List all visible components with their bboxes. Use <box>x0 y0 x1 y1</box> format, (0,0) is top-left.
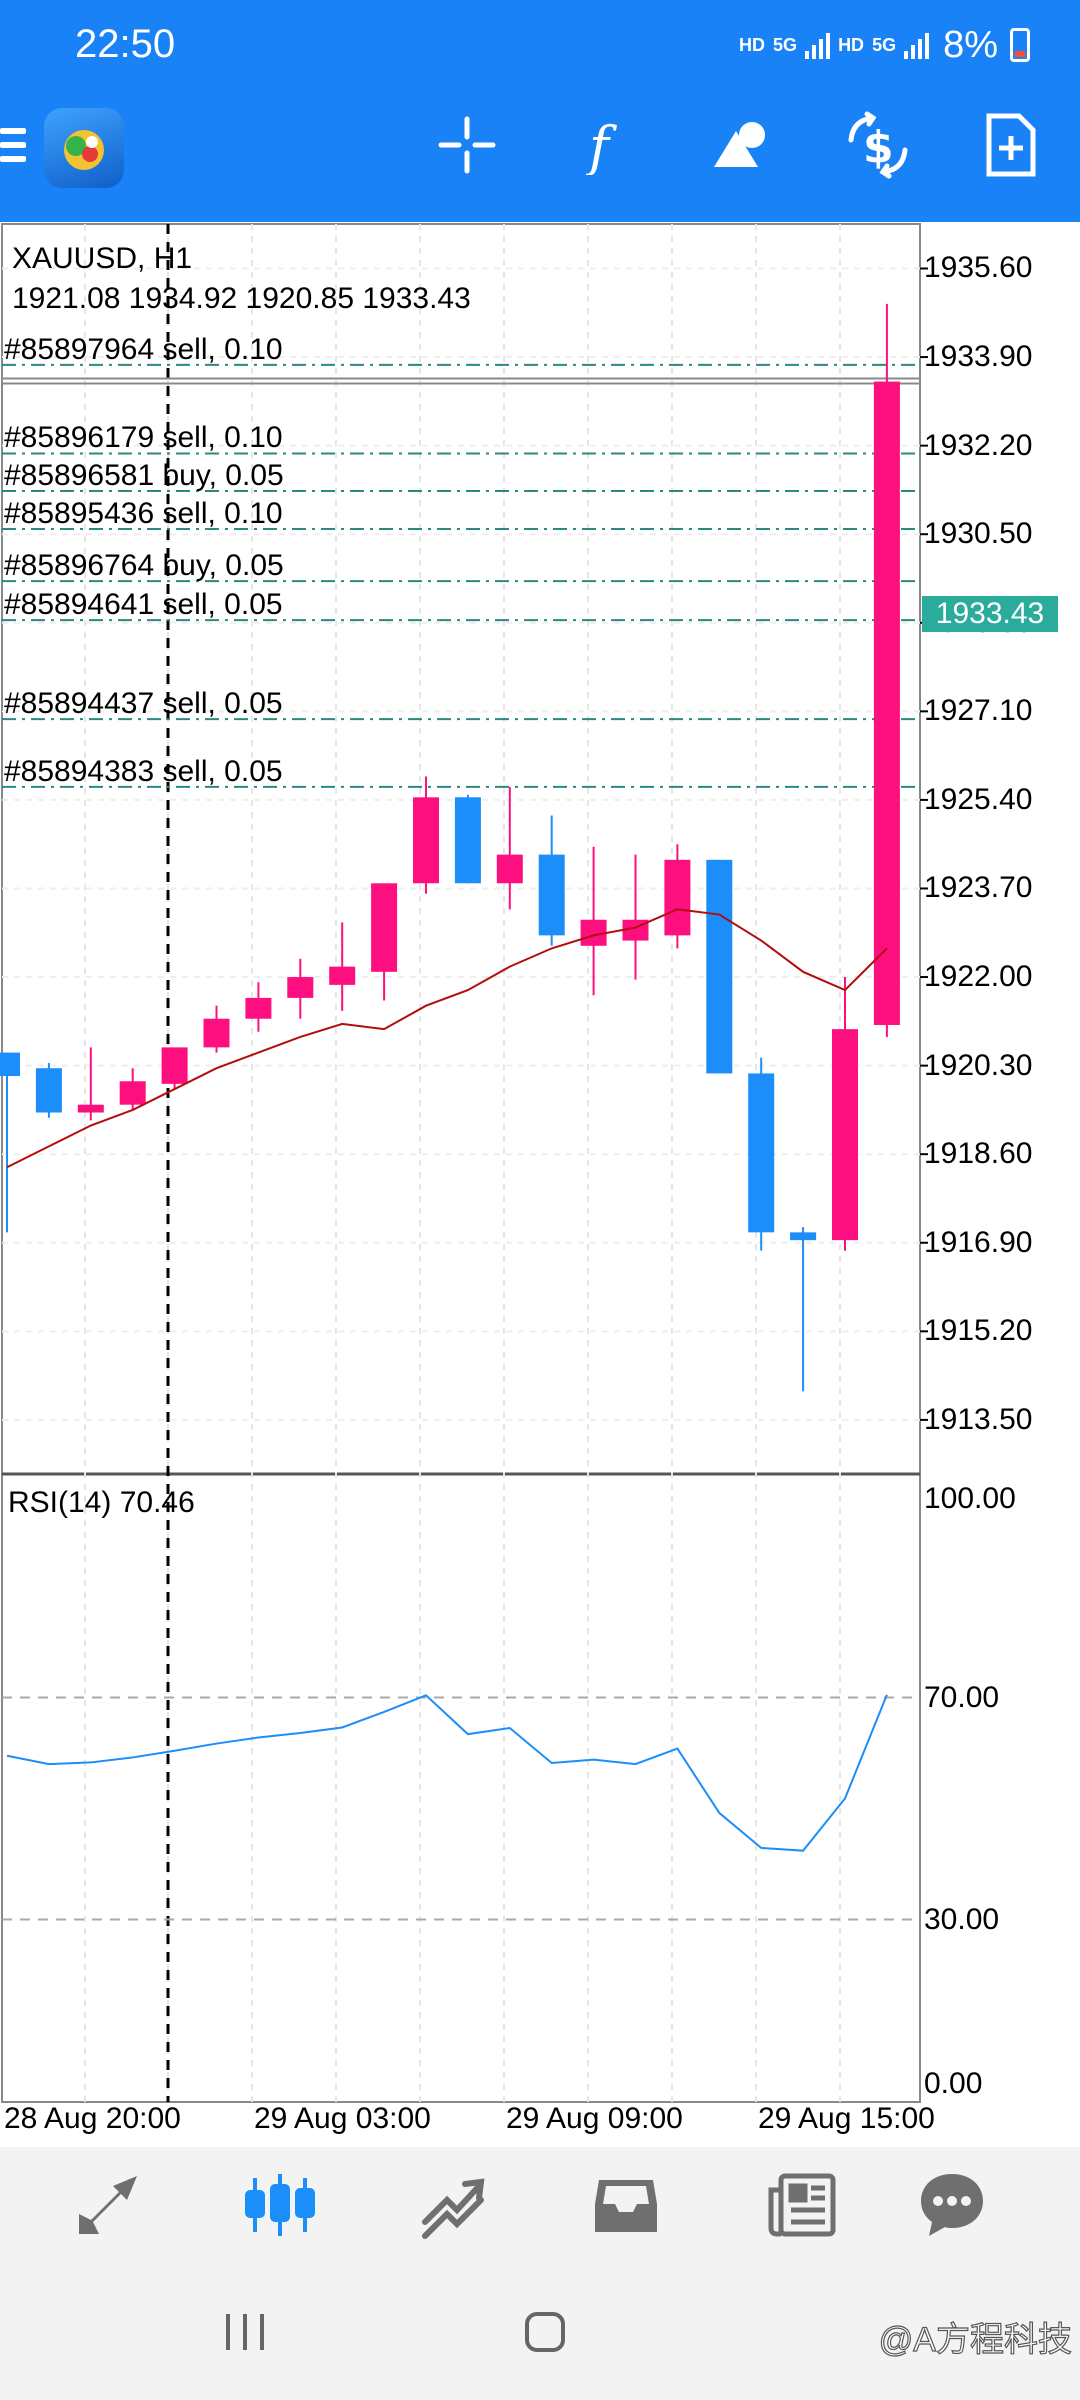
trade-nav-icon[interactable] <box>414 2165 494 2245</box>
menu-icon[interactable] <box>0 128 26 168</box>
chart-ohlc: 1921.08 1934.92 1920.85 1933.43 <box>12 282 471 315</box>
price-axis-label: 1932.20 <box>924 428 1033 462</box>
candle-body <box>538 854 565 936</box>
price-axis-label: 1933.90 <box>924 340 1033 374</box>
signal-icon <box>904 31 930 59</box>
time-axis-label: 29 Aug 09:00 <box>506 2102 683 2135</box>
chart-symbol: XAUUSD, H1 <box>12 242 193 275</box>
app-logo[interactable] <box>44 108 124 188</box>
price-axis-label: 1927.10 <box>924 694 1033 728</box>
news-icon[interactable] <box>762 2165 842 2245</box>
candle-body <box>119 1081 146 1105</box>
price-axis-label: 1915.20 <box>924 1314 1033 1348</box>
history-icon[interactable] <box>586 2165 666 2245</box>
candle-body <box>706 859 733 1074</box>
price-axis-label: 1913.50 <box>924 1402 1033 1436</box>
objects-icon[interactable] <box>695 100 785 190</box>
status-indicators: HD 5G HD 5G 8% <box>739 20 1030 70</box>
network-type-1: HD <box>739 34 766 55</box>
order-label[interactable]: #85897964 sell, 0.10 <box>4 332 283 366</box>
recents-button[interactable] <box>220 2302 270 2362</box>
candle-body <box>0 1052 20 1077</box>
battery-percent: 8% <box>943 23 998 66</box>
rsi-axis-label: 70.00 <box>924 1680 1000 1714</box>
candle-body <box>413 797 439 884</box>
candle-body <box>832 1029 858 1241</box>
rsi-axis-label: 100.00 <box>924 1482 1016 1515</box>
price-axis-label: 1925.40 <box>924 782 1033 816</box>
price-axis-label: 1920.30 <box>924 1048 1033 1082</box>
status-time: 22:50 <box>75 22 176 66</box>
order-label[interactable]: #85895436 sell, 0.10 <box>4 496 283 530</box>
candle-body <box>873 381 900 1025</box>
chart-icon[interactable] <box>240 2165 320 2245</box>
price-axis-label: 1930.50 <box>924 517 1033 551</box>
candle-body <box>329 966 356 985</box>
rsi-axis-label: 30.00 <box>924 1902 1000 1936</box>
order-label[interactable]: #85896581 buy, 0.05 <box>4 458 284 492</box>
battery-icon <box>1010 28 1030 62</box>
new-order-icon[interactable] <box>966 100 1056 190</box>
rsi-label: RSI(14) 70.46 <box>8 1486 195 1519</box>
candle-body <box>496 854 523 884</box>
network-gen-2: 5G <box>872 34 897 55</box>
network-gen-1: 5G <box>773 34 798 55</box>
svg-text:f: f <box>585 115 617 175</box>
candle-body <box>790 1232 817 1241</box>
price-axis-label: 1922.00 <box>924 960 1033 994</box>
trade-icon[interactable]: $ <box>833 100 923 190</box>
chat-icon[interactable] <box>912 2165 992 2245</box>
crosshair-icon[interactable] <box>422 100 512 190</box>
signal-icon <box>805 31 831 59</box>
home-button[interactable] <box>520 2302 570 2362</box>
system-nav: @A方程科技 <box>0 2264 1080 2400</box>
function-icon[interactable]: f <box>560 100 650 190</box>
price-axis-label: 1923.70 <box>924 871 1033 905</box>
price-axis-label: 1935.60 <box>924 251 1033 285</box>
candle-body <box>161 1047 188 1084</box>
order-label[interactable]: #85894437 sell, 0.05 <box>4 687 283 721</box>
price-chart[interactable] <box>0 222 1080 2147</box>
chart-area[interactable]: XAUUSD, H1 1921.08 1934.92 1920.85 1933.… <box>0 222 1080 2147</box>
watermark-text: @A方程科技 <box>878 2320 1072 2359</box>
candle-body <box>35 1068 62 1113</box>
time-axis-label: 29 Aug 15:00 <box>758 2102 935 2135</box>
moving-average-line <box>6 908 888 1169</box>
candle-body <box>77 1104 104 1113</box>
order-label[interactable]: #85894641 sell, 0.05 <box>4 588 283 622</box>
candle-body <box>664 859 691 936</box>
price-axis-label: 1918.60 <box>924 1137 1033 1171</box>
rsi-axis-label: 0.00 <box>924 2067 983 2100</box>
network-type-2: HD <box>838 34 865 55</box>
candle-body <box>203 1018 230 1048</box>
candle-body <box>245 997 272 1019</box>
order-label[interactable]: #85896179 sell, 0.10 <box>4 421 283 455</box>
rsi-line <box>6 1694 888 1852</box>
candle-body <box>371 883 398 972</box>
candle-body <box>748 1073 775 1233</box>
time-axis-label: 29 Aug 03:00 <box>254 2102 431 2135</box>
rsi-pane-frame <box>1 1473 921 2103</box>
candle-body <box>454 797 481 884</box>
order-label[interactable]: #85894383 sell, 0.05 <box>4 754 283 788</box>
candle-body <box>287 977 314 998</box>
quotes-icon[interactable] <box>68 2165 148 2245</box>
current-price-tag: 1933.43 <box>922 596 1058 632</box>
price-axis-label: 1916.90 <box>924 1225 1033 1259</box>
top-toolbar: 22:50 HD 5G HD 5G 8% f <box>0 0 1080 222</box>
bottom-nav <box>0 2147 1080 2264</box>
time-axis-label: 28 Aug 20:00 <box>4 2102 181 2135</box>
order-label[interactable]: #85896764 buy, 0.05 <box>4 549 284 583</box>
